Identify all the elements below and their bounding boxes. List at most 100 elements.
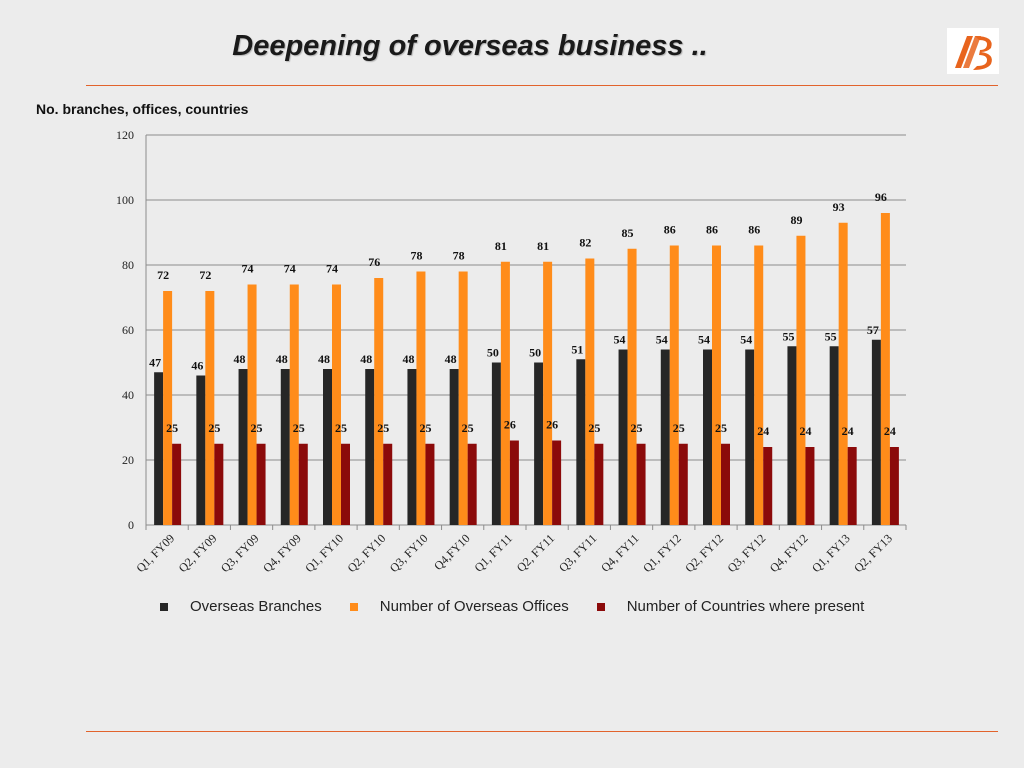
data-label: 72 [157,268,169,282]
data-label: 46 [191,359,203,373]
legend-item-branches: Overseas Branches [160,598,322,615]
data-label: 74 [284,262,296,276]
data-label: 89 [790,213,802,227]
data-label: 25 [715,421,727,435]
data-label: 50 [487,346,499,360]
bar [889,447,899,525]
data-label: 25 [377,421,389,435]
data-label: 81 [537,239,549,253]
data-label: 25 [588,421,600,435]
legend-label-branches: Overseas Branches [190,598,322,615]
x-tick-label: Q2, FY10 [344,531,388,575]
bar [838,222,848,525]
legend-label-offices: Number of Overseas Offices [379,598,569,615]
data-label: 47 [149,355,161,369]
data-label: 25 [419,421,431,435]
data-label: 74 [242,262,254,276]
legend-item-countries: Number of Countries where present [596,598,864,615]
bar [449,369,459,525]
data-label: 25 [208,421,220,435]
data-label: 25 [251,421,263,435]
data-label: 48 [276,352,288,366]
bar [754,245,764,525]
data-label: 85 [622,226,634,240]
data-label: 24 [799,424,811,438]
data-label: 72 [199,268,211,282]
x-tick-label: Q1, FY13 [809,531,853,575]
data-label: 74 [326,262,338,276]
bank-logo [947,28,999,74]
x-tick-label: Q4, FY11 [598,531,642,575]
bar [796,235,806,525]
data-label: 24 [757,424,769,438]
bar [509,440,519,525]
data-label: 54 [656,333,668,347]
y-tick-label: 40 [122,388,134,402]
x-tick-label: Q2, FY11 [514,531,558,575]
bar [627,248,637,525]
data-label: 48 [234,352,246,366]
data-label: 48 [318,352,330,366]
bar [172,443,182,525]
data-label: 76 [368,255,380,269]
bar [880,213,890,525]
bar [365,369,375,525]
data-label: 48 [360,352,372,366]
data-label: 86 [706,223,718,237]
y-tick-label: 120 [116,128,134,142]
x-tick-label: Q4, FY12 [767,531,811,575]
bar [847,447,857,525]
bar [407,369,417,525]
bar [745,349,755,525]
bar [214,443,224,525]
bar [763,447,773,525]
bar [585,258,595,525]
bar [416,271,426,525]
bar-chart: 0 20 40 60 80 100 120 47 72 25 Q1, FY09 46 72 25 Q2, F… [116,128,907,575]
data-label: 24 [842,424,854,438]
title-divider [86,85,998,86]
x-tick-label: Q1, FY09 [133,531,177,575]
data-label: 86 [748,223,760,237]
bar [669,245,679,525]
x-tick-label: Q3, FY11 [556,531,600,575]
bar [205,291,215,525]
bar [636,443,646,525]
y-tick-label: 0 [128,518,134,532]
y-tick-label: 100 [116,193,134,207]
data-label: 50 [529,346,541,360]
y-tick-label: 80 [122,258,134,272]
x-tick-label: Q1, FY12 [640,531,684,575]
data-label: 86 [664,223,676,237]
y-tick-label: 20 [122,453,134,467]
x-tick-label: Q4,FY10 [431,531,473,573]
bar [805,447,815,525]
data-label: 25 [631,421,643,435]
bar [458,271,468,525]
bar [576,359,586,525]
bar [332,284,341,525]
bar [280,369,290,525]
bar [298,443,308,525]
footer-divider [86,731,998,732]
data-label: 48 [445,352,457,366]
bar [247,284,257,525]
data-label: 51 [571,342,583,356]
data-label: 25 [462,421,474,435]
bar [467,443,477,525]
bar [374,278,384,525]
x-tick-label: Q2, FY12 [682,531,726,575]
bar [829,346,839,525]
bar [256,443,266,525]
data-label: 82 [579,236,591,250]
bar [163,291,173,525]
data-label: 57 [867,323,879,337]
legend-item-offices: Number of Overseas Offices [349,598,569,615]
bar [534,362,544,525]
data-label: 25 [293,421,305,435]
x-tick-label: Q1, FY11 [471,531,515,575]
data-label: 48 [402,352,414,366]
data-label: 55 [825,329,837,343]
data-label: 54 [740,333,752,347]
bar [787,346,797,525]
